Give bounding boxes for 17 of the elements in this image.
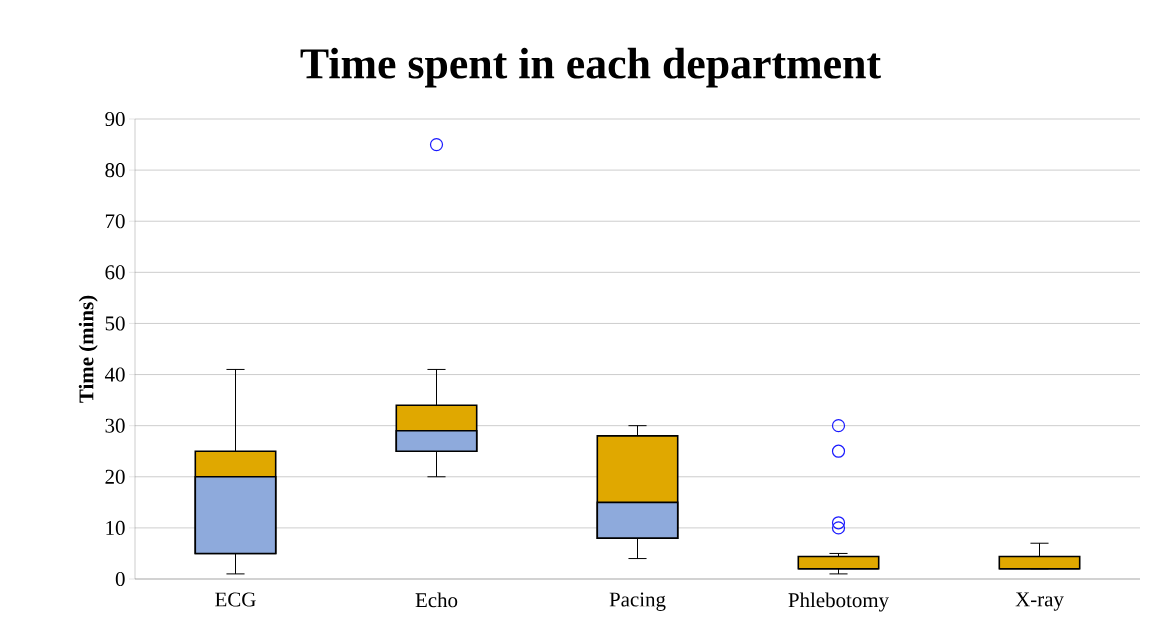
y-tick-label: 60: [105, 265, 125, 280]
x-tick-label: Echo: [415, 592, 458, 608]
x-tick-label: ECG: [215, 592, 256, 607]
x-tick-label: Pacing: [609, 592, 666, 611]
y-tick-label: 40: [104, 367, 125, 382]
y-tick-label: 70: [105, 214, 125, 229]
y-tick-label: 10: [106, 520, 125, 535]
y-tick-label: 90: [105, 111, 125, 127]
x-tick-label: Phlebotomy: [788, 592, 889, 612]
chart-title: Time spent in each department: [300, 47, 881, 88]
y-tick-label: 30: [105, 418, 125, 433]
y-axis-title: Time (mins): [78, 295, 98, 403]
y-tick-label: 20: [105, 469, 125, 484]
y-tick-label: 80: [105, 163, 125, 178]
x-tick-label: X-ray: [1015, 592, 1064, 611]
y-tick-label: 0: [115, 571, 125, 587]
y-tick-label: 50: [105, 316, 125, 331]
